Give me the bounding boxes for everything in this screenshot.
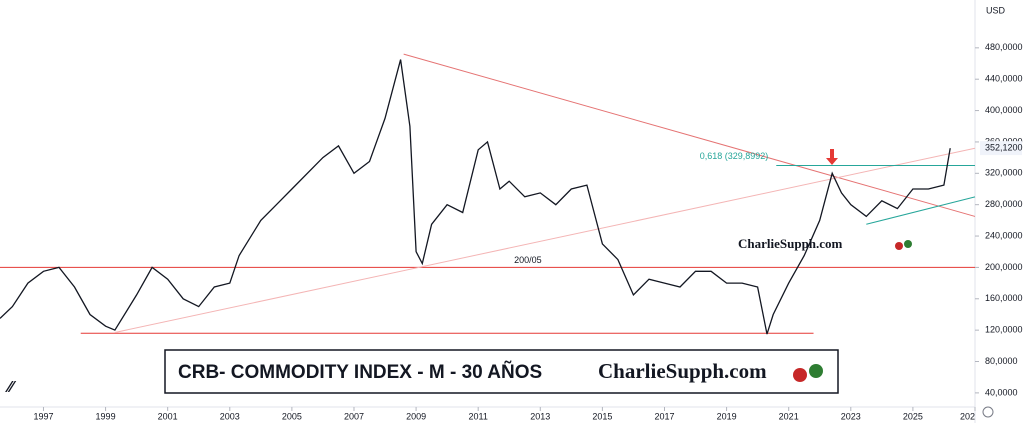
x-tick-label: 2021	[779, 411, 799, 421]
x-tick-label: 202	[960, 411, 975, 421]
title-box	[164, 349, 839, 394]
x-tick-label: 2009	[406, 411, 426, 421]
tv-logo: ⁄⁄	[5, 379, 17, 396]
y-tick-label: 320,0000	[985, 168, 1023, 178]
y-tick-label: 240,0000	[985, 230, 1023, 240]
trend-line	[866, 196, 976, 225]
y-tick-label: 200,0000	[985, 262, 1023, 272]
settings-icon	[982, 406, 994, 418]
trend-line	[114, 147, 976, 333]
watermark: CharlieSupph.com	[738, 236, 843, 251]
y-tick-label: 280,0000	[985, 199, 1023, 209]
x-tick-label: 2003	[220, 411, 240, 421]
chart-title: CRB- COMMODITY INDEX - M - 30 AÑOS	[178, 361, 542, 383]
logo-icon	[809, 364, 823, 378]
x-tick-label: 2015	[592, 411, 612, 421]
arrow	[826, 149, 838, 165]
fib-label: 0,618 (329,8992)	[700, 151, 769, 161]
price-line	[0, 59, 951, 335]
x-tick-label: 2007	[344, 411, 364, 421]
logo-icon	[895, 242, 903, 250]
x-tick-label: 2005	[282, 411, 302, 421]
x-tick-label: 2011	[469, 411, 488, 421]
watermark: CharlieSupph.com	[598, 359, 767, 383]
y-tick-label: 440,0000	[985, 74, 1023, 84]
x-tick-label: 2023	[841, 411, 861, 421]
x-tick-label: 1997	[33, 411, 53, 421]
x-tick-label: 2025	[903, 411, 923, 421]
trend-line	[403, 53, 976, 217]
y-tick-label: 400,0000	[985, 105, 1023, 115]
logo-icon	[904, 240, 912, 248]
y-tick-label: 480,0000	[985, 42, 1023, 52]
y-tick-label: 120,0000	[985, 325, 1023, 335]
y-tick-label: 80,0000	[985, 356, 1018, 366]
x-tick-label: 2001	[158, 411, 178, 421]
level-label: 200/05	[514, 255, 542, 265]
y-tick-label: 40,0000	[985, 387, 1018, 397]
x-tick-label: 1999	[96, 411, 116, 421]
last-price-box	[980, 141, 1022, 156]
x-tick-label: 2017	[654, 411, 674, 421]
x-tick-label: 2013	[530, 411, 550, 421]
logo-icon	[793, 368, 807, 382]
last-price-label: 352,1200	[985, 142, 1023, 152]
y-tick-label: 160,0000	[985, 293, 1023, 303]
x-tick-label: 2019	[717, 411, 737, 421]
currency: USD	[986, 5, 1006, 15]
